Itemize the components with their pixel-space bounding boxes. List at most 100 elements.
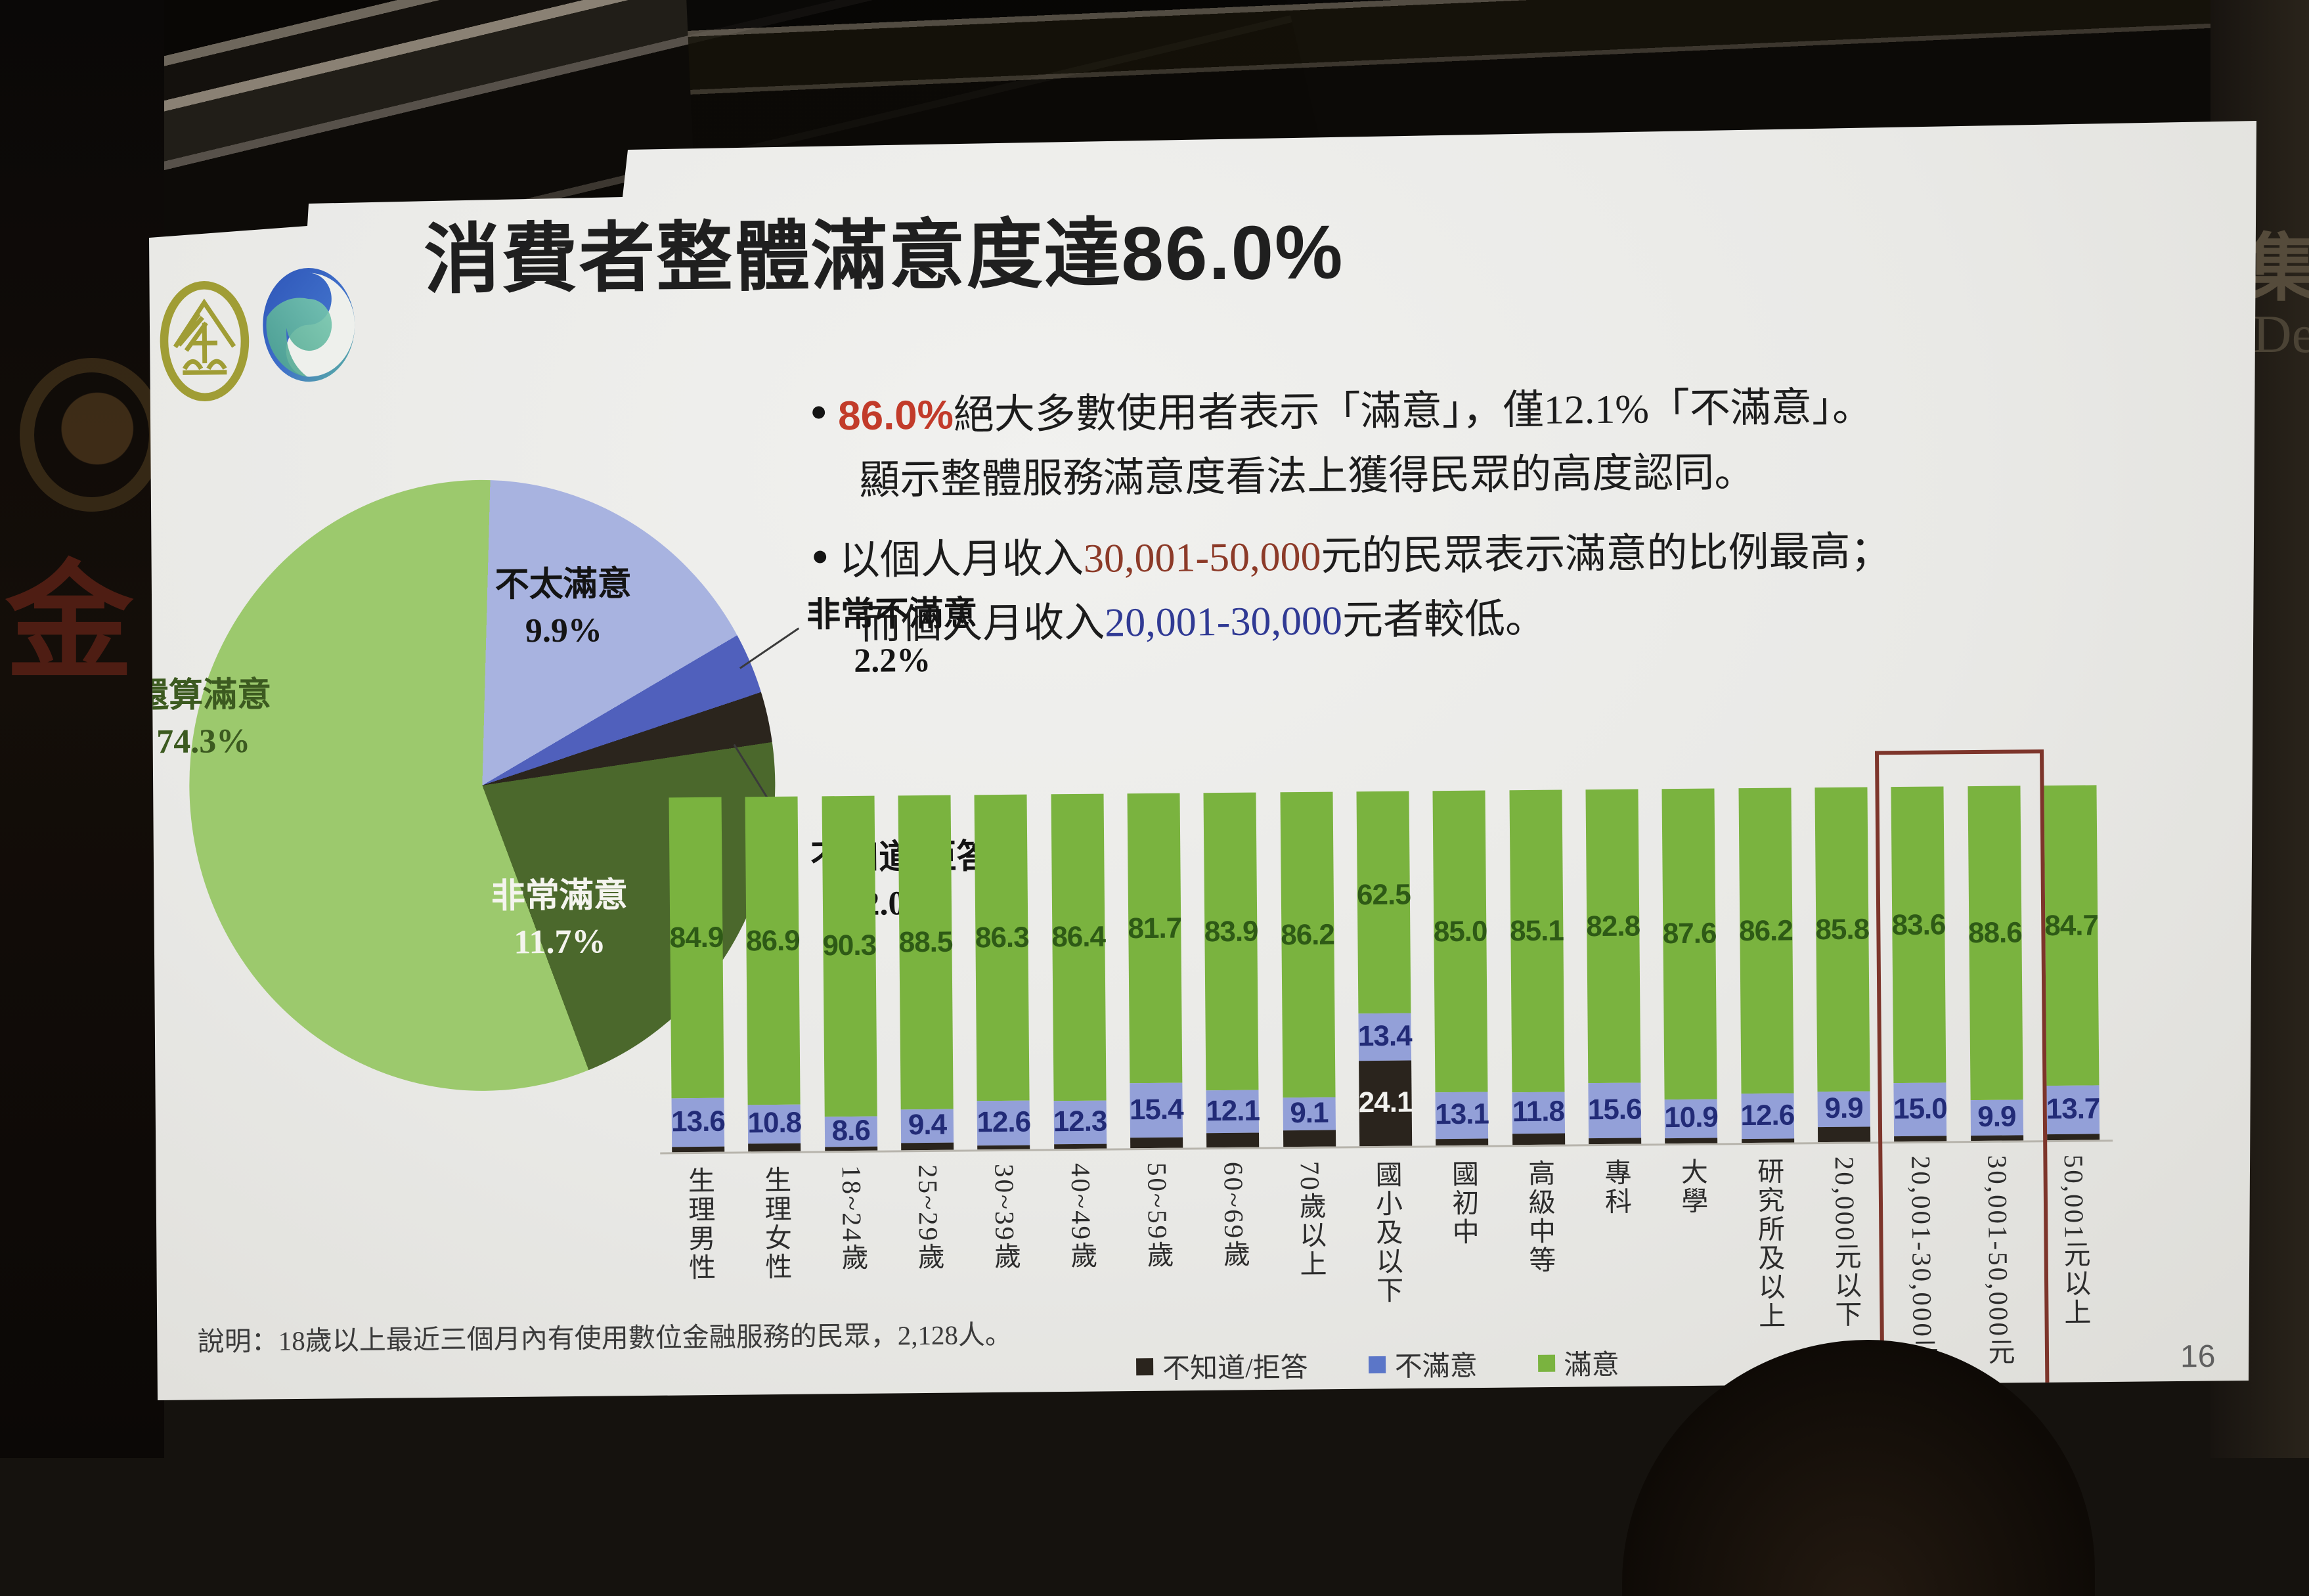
chart-legend: 不知道/拒答 不滿意 滿意 [1136,1342,1619,1386]
bar [822,795,878,1151]
bar-value-dissatisfied: 12.3 [1053,1105,1107,1138]
bar-value-dissatisfied: 12.6 [1740,1098,1795,1132]
bar [745,796,801,1152]
legend-item: 不滿意 [1368,1344,1478,1385]
pie-label-very-satisfied: 非常滿意 11.7% [491,876,628,962]
bar-value-dissatisfied: 13.4 [1357,1019,1412,1052]
bullet1-text: 絕大多數使用者表示「滿意」，僅12.1%「不滿意」。 [953,385,1874,438]
bar-value-satisfied: 84.9 [669,921,724,954]
bar-value-satisfied: 86.2 [1738,914,1793,947]
bar-value-dissatisfied: 12.6 [977,1105,1031,1139]
bar-value-satisfied: 86.4 [1051,920,1106,954]
bar-value-dissatisfied: 15.6 [1587,1093,1642,1126]
bar-value-satisfied: 85.0 [1433,915,1487,948]
bar-value-dissatisfied: 9.9 [1824,1092,1863,1125]
bar-slot: 82.8 15.6 [1573,789,1653,1145]
bullet2-text: 元的民眾表示滿意的比例最高； [1321,529,1891,579]
bar-value-satisfied: 62.5 [1356,878,1411,911]
bar-value-dissatisfied: 10.9 [1664,1101,1719,1134]
bar-slot: 86.3 12.6 [963,794,1042,1150]
bar-value-dissatisfied: 13.1 [1435,1097,1489,1131]
pie-label-very-dissatisfied: 非常不滿意 2.2% [806,595,978,680]
bullet1-line1: ● 86.0%絕大多數使用者表示「滿意」，僅12.1%「不滿意」。 [810,373,1873,441]
bullet2-line2-rest: 元者較低。 [1342,596,1547,644]
banner-swirl-logo-icon [20,358,164,512]
bar-segment [1206,1132,1260,1148]
slide: 消費者整體滿意度達86.0% ● 86.0%絕大多數使用者表示「滿意」，僅12.1… [149,209,2216,1390]
bar-slot: 83.9 12.1 [1192,792,1271,1148]
left-banner: 金 [0,0,164,1458]
legend-swatch-icon [1368,1356,1386,1373]
bar-value-satisfied: 81.7 [1128,912,1182,945]
legend-swatch-icon [1136,1358,1154,1375]
bullet2-line1: ● 以個人月收入30,001-50,000元的民眾表示滿意的比例最高； [811,518,1891,586]
legend-label: 不滿意 [1394,1351,1478,1383]
bar-value-dissatisfied: 11.8 [1512,1095,1565,1128]
legend-label: 不知道/拒答 [1162,1352,1309,1385]
bar-value-dissatisfied: 13.6 [671,1105,726,1138]
bar-slot: 85.8 9.9 [1803,787,1882,1143]
bar [1661,788,1718,1144]
bar [898,795,954,1151]
bar-value-satisfied: 86.3 [975,921,1029,954]
bar [1280,791,1336,1147]
bar-segment [1512,1133,1565,1145]
bar-value-satisfied: 86.2 [1281,918,1335,952]
bar-value-satisfied: 88.5 [898,925,953,958]
bar-segment [1817,1126,1871,1143]
bar-value-dissatisfied: 9.4 [908,1108,947,1142]
bar-value-dissatisfied: 8.6 [831,1114,871,1147]
bullet1-line2: 顯示整體服務滿意度看法上獲得民眾的高度認同。 [859,450,1755,503]
bullet2-income-high: 30,001-50,000 [1083,534,1321,581]
wall-banner-latin-text: De [2253,304,2309,364]
bar-value-satisfied: 86.9 [745,924,800,957]
bar-slot: 87.6 10.9 [1650,788,1730,1144]
banner-character: 金 [5,553,133,695]
bar-value-satisfied: 90.3 [822,929,877,962]
bar-value-satisfied: 85.1 [1509,914,1564,948]
fsc-ring-logo-icon [158,278,252,404]
bar-value-satisfied: 83.9 [1204,915,1258,948]
bar-slot: 90.3 8.6 [810,795,889,1151]
bullet1-highlight: 86.0% [837,392,954,439]
bar [669,797,725,1153]
bar [1051,793,1107,1149]
bar-slot: 62.5 13.4 24.1 [1344,791,1424,1147]
bullet2-income-low: 20,001-30,000 [1104,598,1343,646]
legend-item: 滿意 [1537,1342,1620,1383]
footnote: 說明：18歲以上最近三個月內有使用數位金融服務的民眾，2,128人。 [197,1319,1013,1357]
bullet2-prefix: 以個人月收入 [839,536,1084,584]
bar [1509,789,1565,1145]
bar-segment [1130,1137,1183,1149]
legend-swatch-icon [1537,1354,1555,1372]
bar-slot: 86.2 12.6 [1726,787,1806,1143]
bar-slot: 86.4 12.3 [1039,793,1118,1149]
legend-item: 不知道/拒答 [1136,1345,1308,1386]
bullet-icon: ● [811,539,829,572]
bar-value-satisfied: 82.8 [1586,910,1640,943]
bar-segment [1283,1130,1336,1147]
bar-value-dissatisfied: 15.4 [1129,1093,1183,1126]
bar-slot: 86.2 9.1 [1268,791,1348,1147]
highlight-box [1875,749,2049,1390]
bar-slot: 88.5 9.4 [886,795,965,1151]
bar [1814,787,1871,1143]
bar-slot: 85.1 11.8 [1497,789,1577,1145]
bar-segment [901,1142,954,1151]
bar-value-dissatisfied: 10.8 [747,1107,802,1140]
bar-value-dissatisfied: 9.1 [1290,1096,1329,1130]
bar-value-dontknow: 24.1 [1358,1086,1413,1119]
bar-value-satisfied: 87.6 [1662,917,1717,950]
bar-value-dissatisfied: 12.1 [1206,1094,1260,1127]
bar-slot: 85.0 13.1 [1421,790,1501,1146]
bar-segment [1436,1138,1489,1146]
bar [2044,785,2100,1141]
bullet-icon: ● [810,395,828,428]
bar-value-satisfied: 85.8 [1815,913,1870,946]
page-number: 16 [2180,1339,2216,1375]
pie-label-somewhat-dissatisfied: 不太滿意 9.9% [495,565,632,650]
bar [1585,789,1642,1145]
bar [1738,787,1794,1143]
bar-slot: 81.7 15.4 [1115,793,1195,1149]
bar-slot: 86.9 10.8 [734,796,813,1152]
